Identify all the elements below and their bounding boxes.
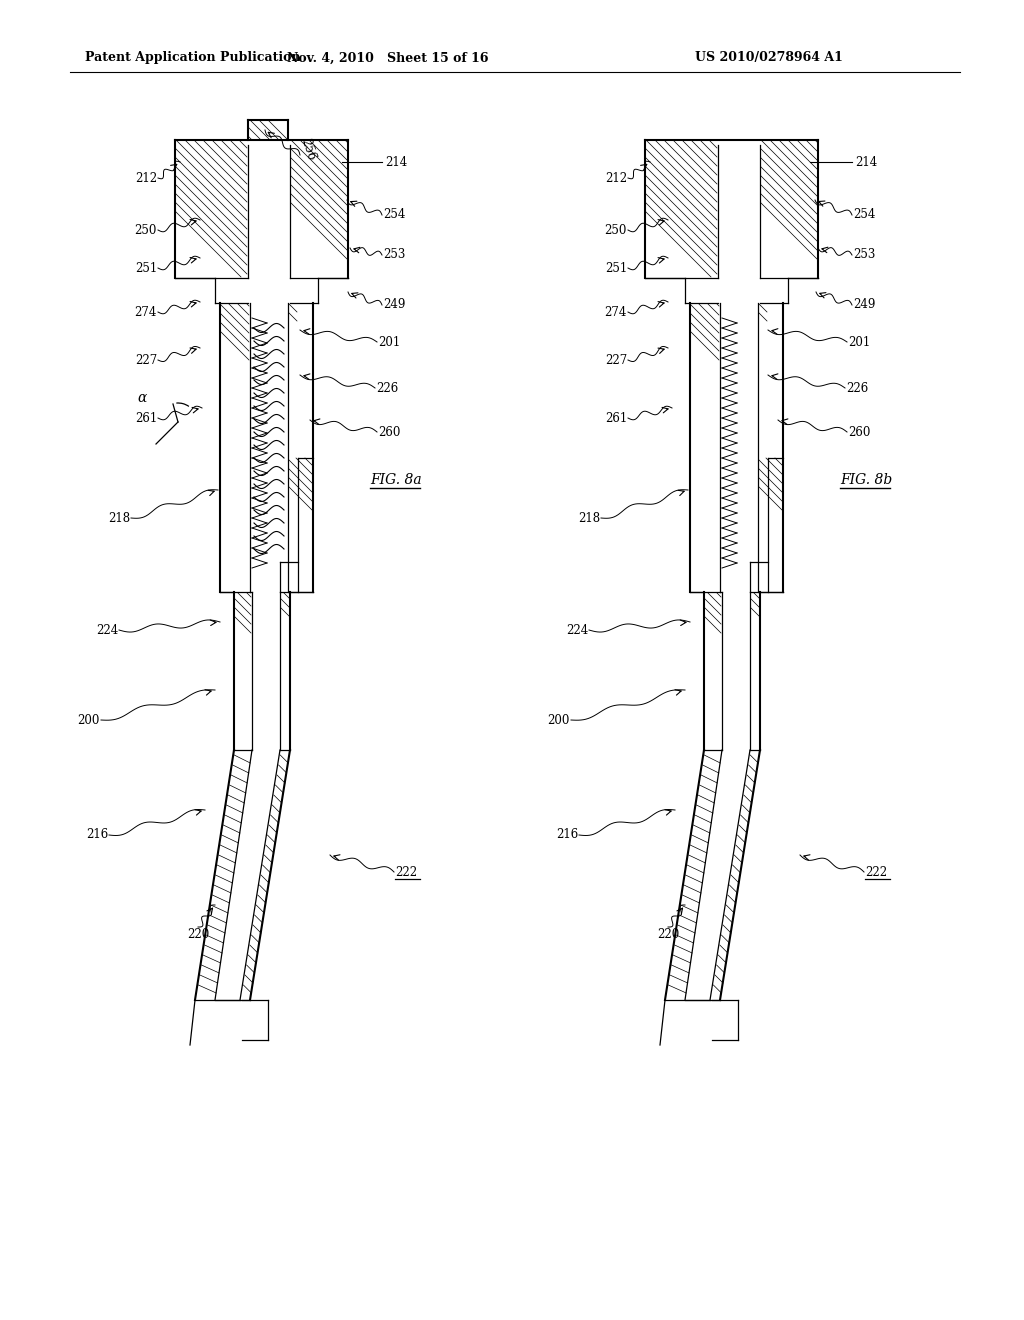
Text: 201: 201 <box>378 335 400 348</box>
Text: 212: 212 <box>605 172 627 185</box>
Text: 249: 249 <box>853 298 876 312</box>
Text: FIG. 8a: FIG. 8a <box>370 473 422 487</box>
Text: 201: 201 <box>848 335 870 348</box>
Text: 214: 214 <box>385 156 408 169</box>
Text: 222: 222 <box>865 866 887 879</box>
Text: 254: 254 <box>853 209 876 222</box>
Text: Nov. 4, 2010   Sheet 15 of 16: Nov. 4, 2010 Sheet 15 of 16 <box>288 51 488 65</box>
Text: 274: 274 <box>604 305 627 318</box>
Text: 218: 218 <box>108 511 130 524</box>
Text: 222: 222 <box>395 866 417 879</box>
Text: 250: 250 <box>134 223 157 236</box>
Text: 261: 261 <box>135 412 157 425</box>
Text: 227: 227 <box>605 354 627 367</box>
Text: 274: 274 <box>134 305 157 318</box>
Text: 227: 227 <box>135 354 157 367</box>
Text: 212: 212 <box>135 172 157 185</box>
Text: 253: 253 <box>853 248 876 261</box>
Text: 226: 226 <box>376 381 398 395</box>
Text: 256: 256 <box>298 137 317 162</box>
Text: α: α <box>137 391 146 405</box>
Text: 253: 253 <box>383 248 406 261</box>
Text: US 2010/0278964 A1: US 2010/0278964 A1 <box>695 51 843 65</box>
Text: 216: 216 <box>556 829 578 842</box>
Text: 260: 260 <box>848 425 870 438</box>
Text: 251: 251 <box>135 261 157 275</box>
Text: Patent Application Publication: Patent Application Publication <box>85 51 300 65</box>
Text: 216: 216 <box>86 829 108 842</box>
Text: 249: 249 <box>383 298 406 312</box>
Text: FIG. 8b: FIG. 8b <box>840 473 892 487</box>
Text: 254: 254 <box>383 209 406 222</box>
Text: 218: 218 <box>578 511 600 524</box>
Text: 260: 260 <box>378 425 400 438</box>
Text: 226: 226 <box>846 381 868 395</box>
Text: 224: 224 <box>96 623 118 636</box>
Text: 220: 220 <box>186 928 209 941</box>
Text: 200: 200 <box>78 714 100 726</box>
Text: 224: 224 <box>565 623 588 636</box>
Text: 214: 214 <box>855 156 878 169</box>
Text: 250: 250 <box>604 223 627 236</box>
Text: 200: 200 <box>548 714 570 726</box>
Text: 220: 220 <box>656 928 679 941</box>
Text: 251: 251 <box>605 261 627 275</box>
Text: 261: 261 <box>605 412 627 425</box>
